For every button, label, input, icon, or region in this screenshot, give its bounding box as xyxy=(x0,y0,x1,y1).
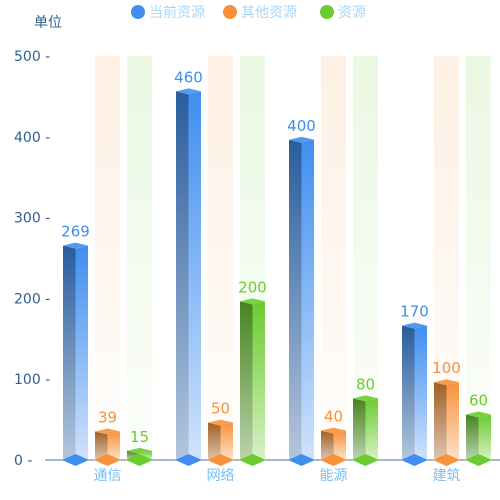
y-tick-label: 300 - xyxy=(14,211,50,227)
data-label: 60 xyxy=(469,392,488,410)
bar-base xyxy=(465,454,492,466)
bar-background xyxy=(353,56,378,460)
data-label: 39 xyxy=(98,408,117,426)
bar[interactable] xyxy=(63,242,88,460)
bar-base xyxy=(288,454,315,466)
bar[interactable] xyxy=(95,428,120,460)
legend-marker-icon xyxy=(320,5,334,19)
bar[interactable] xyxy=(434,379,459,460)
y-tick-label: 400 - xyxy=(14,130,50,146)
bar-background xyxy=(208,56,233,460)
data-label: 100 xyxy=(432,359,461,377)
data-label: 80 xyxy=(356,375,375,393)
bar-base xyxy=(207,454,234,466)
bar[interactable] xyxy=(466,411,491,460)
bar[interactable] xyxy=(402,322,427,460)
x-tick-label: 建筑 xyxy=(433,468,461,484)
bar-base xyxy=(126,454,153,466)
x-tick-label: 网络 xyxy=(207,468,235,484)
data-label: 269 xyxy=(61,223,90,241)
y-axis: 0 - 100 - 200 - 300 - 400 - 500 - xyxy=(14,49,50,469)
bar-background xyxy=(127,56,152,460)
data-label: 170 xyxy=(400,303,429,321)
y-tick-label: 0 - xyxy=(14,453,32,469)
bar-backgrounds xyxy=(95,56,491,460)
bar-background xyxy=(466,56,491,460)
bar[interactable] xyxy=(176,88,201,460)
bar-base xyxy=(352,454,379,466)
y-tick-label: 200 - xyxy=(14,291,50,307)
y-tick-label: 100 - xyxy=(14,372,50,388)
bar-background xyxy=(321,56,346,460)
x-axis: 通信 网络 能源 建筑 xyxy=(94,468,461,484)
data-label: 460 xyxy=(174,68,203,86)
bar-base xyxy=(401,454,428,466)
data-label: 400 xyxy=(287,117,316,135)
data-label: 200 xyxy=(238,278,267,296)
data-label: 50 xyxy=(211,400,230,418)
bars[interactable] xyxy=(62,88,492,466)
bar-base xyxy=(320,454,347,466)
legend-marker-icon xyxy=(131,5,145,19)
data-labels: 269 39 15 460 50 200 400 40 80 170 100 60 xyxy=(61,68,488,446)
bar[interactable] xyxy=(289,136,314,461)
bar-base xyxy=(175,454,202,466)
data-label: 40 xyxy=(324,408,343,426)
legend-label: 资源 xyxy=(338,5,366,21)
bar-background xyxy=(95,56,120,460)
y-tick-label: 500 - xyxy=(14,49,50,65)
bar-base xyxy=(433,454,460,466)
bar[interactable] xyxy=(240,298,265,460)
legend-item[interactable]: 其他资源 xyxy=(223,5,297,21)
legend-label: 其他资源 xyxy=(241,5,297,21)
legend-marker-icon xyxy=(223,5,237,19)
bar[interactable] xyxy=(321,427,346,460)
legend-item[interactable]: 当前资源 xyxy=(131,4,205,21)
data-label: 15 xyxy=(130,428,149,446)
bar[interactable] xyxy=(208,419,233,460)
legend-label: 当前资源 xyxy=(149,4,205,21)
bar-base xyxy=(62,454,89,466)
bar[interactable] xyxy=(353,395,378,460)
y-axis-unit-label: 单位 xyxy=(34,15,62,31)
x-tick-label: 通信 xyxy=(94,468,122,484)
legend[interactable]: 当前资源 其他资源 资源 xyxy=(131,4,366,21)
x-tick-label: 能源 xyxy=(320,468,348,484)
bar-base xyxy=(94,454,121,466)
legend-item[interactable]: 资源 xyxy=(320,5,366,21)
bar-base xyxy=(239,454,266,466)
